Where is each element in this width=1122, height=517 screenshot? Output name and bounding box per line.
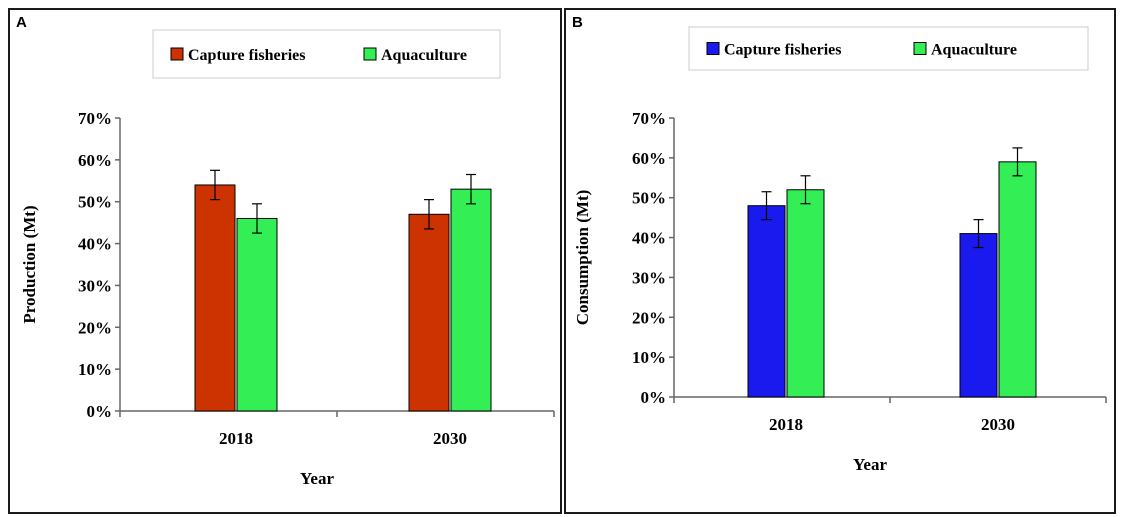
y-tick-label: 40% (632, 229, 666, 248)
panel-label: A (16, 14, 27, 31)
y-axis-title: Production (Mt) (20, 205, 39, 323)
legend-swatch (913, 42, 927, 55)
legend: Capture fisheries Aquaculture (152, 29, 501, 79)
y-tick-label: 50% (632, 189, 666, 208)
chart-svg: Capture fisheries Aquaculture 0% 10% 20% 30% 4… (573, 26, 1107, 474)
bar (786, 189, 825, 398)
y-axis-title: Consumption (Mt) (573, 190, 592, 326)
x-tick-label: 2018 (219, 429, 253, 448)
y-tick-label: 60% (78, 151, 112, 170)
y-tick-label: 60% (632, 149, 666, 168)
bar (408, 213, 450, 412)
legend-label: Capture fisheries (188, 47, 305, 64)
chart-panel-a: A Capture fisheries Aquaculture 0% 10% 20% 30… (8, 8, 562, 514)
x-axis-title: Year (300, 469, 334, 488)
y-tick-label: 30% (78, 276, 112, 295)
x-axis-title: Year (853, 455, 887, 474)
y-tick-label: 70% (78, 109, 112, 128)
legend: Capture fisheries Aquaculture (688, 26, 1089, 71)
bar (450, 188, 492, 412)
y-tick-label: 10% (632, 348, 666, 367)
x-tick-label: 2018 (769, 415, 803, 434)
bar (194, 184, 236, 412)
y-tick-label: 0% (641, 388, 667, 407)
chart-svg: Capture fisheries Aquaculture 0% 10% 20% 30% 4… (20, 29, 555, 488)
legend-box (688, 26, 1089, 71)
chart-panel-b: B Capture fisheries Aquaculture 0% 10% 20% 30… (564, 8, 1116, 514)
y-tick-label: 30% (632, 268, 666, 287)
legend-label: Aquaculture (381, 47, 467, 64)
legend-swatch (706, 42, 720, 55)
legend-label: Aquaculture (931, 42, 1017, 59)
bar (236, 217, 278, 412)
y-tick-label: 70% (632, 109, 666, 128)
bar (747, 205, 786, 398)
bar (998, 161, 1037, 398)
y-tick-label: 20% (78, 318, 112, 337)
y-tick-label: 40% (78, 235, 112, 254)
y-tick-label: 20% (632, 308, 666, 327)
x-tick-label: 2030 (433, 429, 467, 448)
y-tick-label: 50% (78, 193, 112, 212)
y-tick-label: 0% (87, 402, 113, 421)
panel-label: B (572, 14, 583, 31)
x-tick-label: 2030 (981, 415, 1015, 434)
y-tick-label: 10% (78, 360, 112, 379)
legend-swatch (170, 47, 184, 61)
legend-label: Capture fisheries (724, 42, 841, 59)
legend-swatch (363, 47, 377, 61)
legend-box (152, 29, 501, 79)
bar (959, 233, 998, 398)
